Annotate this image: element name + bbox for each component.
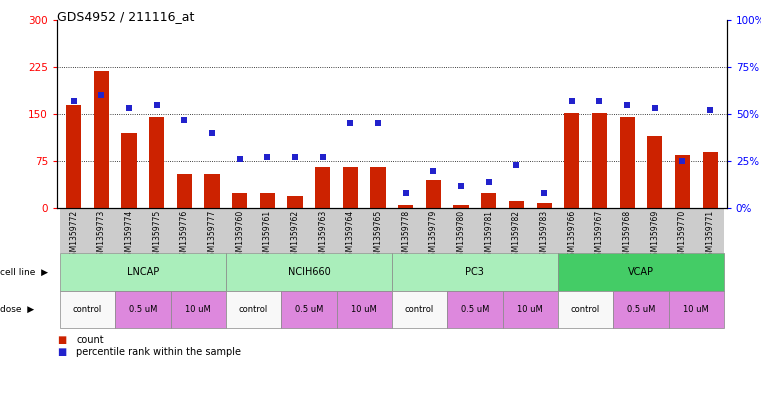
Point [594, 97, 606, 104]
Point [428, 167, 440, 174]
Bar [454, 205, 469, 208]
Point [482, 179, 495, 185]
Bar [647, 136, 662, 208]
Text: 10 uM: 10 uM [517, 305, 543, 314]
Bar [371, 167, 386, 208]
Point [344, 120, 356, 127]
Point [234, 156, 246, 162]
Bar [342, 167, 358, 208]
Text: 10 uM: 10 uM [683, 305, 709, 314]
Bar [619, 117, 635, 208]
Text: cell line  ▶: cell line ▶ [0, 268, 48, 277]
Bar [149, 117, 164, 208]
Bar [288, 196, 303, 208]
Bar [564, 113, 579, 208]
Text: ■: ■ [57, 335, 66, 345]
Bar [94, 71, 109, 208]
Text: 10 uM: 10 uM [186, 305, 211, 314]
Point [648, 105, 661, 112]
Text: LNCAP: LNCAP [127, 267, 159, 277]
Bar [592, 113, 607, 208]
Bar [315, 167, 330, 208]
Text: control: control [239, 305, 268, 314]
Bar [122, 133, 137, 208]
Text: ■: ■ [57, 347, 66, 357]
Bar [702, 152, 718, 208]
Text: 10 uM: 10 uM [352, 305, 377, 314]
Point [400, 190, 412, 196]
Point [677, 158, 689, 164]
Bar [260, 193, 275, 208]
Point [317, 154, 329, 160]
Bar [205, 174, 220, 208]
Text: dose  ▶: dose ▶ [0, 305, 34, 314]
Text: percentile rank within the sample: percentile rank within the sample [76, 347, 241, 357]
Point [511, 162, 523, 168]
Point [565, 97, 578, 104]
Text: control: control [405, 305, 435, 314]
Text: count: count [76, 335, 103, 345]
Point [151, 101, 163, 108]
Bar [177, 174, 192, 208]
Point [206, 130, 218, 136]
Text: NCIH660: NCIH660 [288, 267, 330, 277]
Bar [675, 155, 690, 208]
Bar [509, 201, 524, 208]
Text: control: control [571, 305, 600, 314]
Bar [481, 193, 496, 208]
Bar [232, 193, 247, 208]
Text: 0.5 uM: 0.5 uM [627, 305, 655, 314]
Text: VCAP: VCAP [628, 267, 654, 277]
Bar [398, 205, 413, 208]
Text: GDS4952 / 211116_at: GDS4952 / 211116_at [57, 10, 195, 23]
Bar [537, 203, 552, 208]
Point [289, 154, 301, 160]
Text: 0.5 uM: 0.5 uM [295, 305, 323, 314]
Text: 0.5 uM: 0.5 uM [460, 305, 489, 314]
Point [261, 154, 273, 160]
Bar [66, 105, 81, 208]
Point [123, 105, 135, 112]
Point [178, 116, 190, 123]
Text: PC3: PC3 [466, 267, 484, 277]
Point [95, 92, 107, 98]
Point [372, 120, 384, 127]
Bar [426, 180, 441, 208]
Text: 0.5 uM: 0.5 uM [129, 305, 157, 314]
Point [68, 97, 80, 104]
Point [621, 101, 633, 108]
Point [455, 182, 467, 189]
Text: control: control [73, 305, 102, 314]
Point [538, 190, 550, 196]
Point [704, 107, 716, 113]
